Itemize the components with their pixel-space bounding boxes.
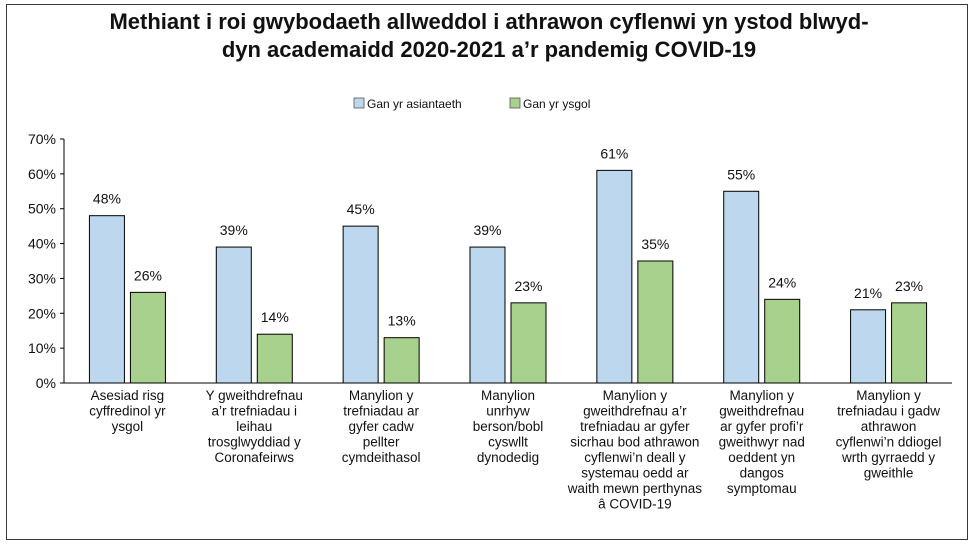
bar-agency-5 [596, 169, 633, 384]
x-tick-label: trefniadau ar gyfer [580, 419, 690, 434]
x-tick-label: trefniadau i gadw [837, 404, 940, 419]
x-tick-label: cyffredinol yr [89, 404, 166, 419]
chart-title: Methiant i roi gwybodaeth allweddol i at… [0, 8, 978, 64]
data-label: 23% [895, 278, 923, 294]
x-tick-label: cyswllt [488, 435, 528, 450]
x-tick-label: trosglwyddiad y [208, 435, 301, 450]
bar-school-4 [510, 302, 547, 384]
y-tick-label: 40% [28, 236, 56, 252]
legend-swatch-1 [353, 97, 365, 109]
bar-agency-6 [723, 190, 760, 384]
x-tick-label: cyflenwi’n ddiogel [836, 435, 942, 450]
x-tick-label: dangos [740, 466, 785, 481]
x-tick-label: ysgol [112, 419, 144, 434]
data-label: 23% [514, 278, 542, 294]
x-tick-label: Manylion y [729, 388, 794, 403]
data-label: 24% [768, 274, 796, 290]
data-label: 39% [473, 222, 501, 238]
x-tick-label: a’r trefniadau i [212, 404, 298, 419]
y-tick-label: 60% [28, 166, 56, 182]
legend-label-2: Gan yr ysgol [523, 97, 590, 111]
x-tick-label: Manylion y [603, 388, 668, 403]
y-tick-label: 70% [28, 131, 56, 147]
x-tick-label: Coronafeirws [215, 450, 295, 465]
data-label: 55% [727, 166, 755, 182]
x-tick-label: Manylion y [349, 388, 414, 403]
x-tick-label: symptomau [727, 481, 797, 496]
y-tick-label: 0% [36, 375, 56, 391]
x-tick-label: gyfer cadw [349, 419, 415, 434]
data-label: 48% [93, 191, 121, 207]
x-tick-label: â COVID-19 [598, 497, 672, 512]
y-tick-label: 10% [28, 340, 56, 356]
bar-agency-4 [469, 246, 506, 384]
x-tick-label: waith mewn perthynas [567, 481, 703, 496]
bar-agency-2 [215, 246, 252, 384]
chart-title-line-1: Methiant i roi gwybodaeth allweddol i at… [109, 9, 869, 34]
x-tick-label: gweithwyr nad [719, 435, 805, 450]
bar-school-3 [383, 337, 420, 384]
legend-label-1: Gan yr asiantaeth [367, 97, 462, 111]
x-tick-label: berson/bobl [473, 419, 544, 434]
bar-school-7 [891, 302, 928, 384]
x-tick-label: systemau oedd ar [581, 466, 689, 481]
x-tick-label: gweithdrefnau a’r [583, 404, 687, 419]
bar-agency-1 [88, 215, 125, 384]
x-tick-label: athrawon [861, 419, 917, 434]
bar-agency-7 [850, 309, 887, 384]
x-tick-label: unrhyw [486, 404, 530, 419]
x-tick-label: Asesiad risg [91, 388, 165, 403]
data-label: 61% [600, 145, 628, 161]
bar-school-5 [637, 260, 674, 384]
y-tick-label: 30% [28, 270, 56, 286]
x-tick-label: pellter [363, 435, 400, 450]
data-label: 26% [134, 267, 162, 283]
data-label: 39% [220, 222, 248, 238]
bar-school-2 [256, 333, 293, 384]
bar-school-6 [764, 298, 801, 384]
x-tick-label: gweithdrefnau [719, 404, 804, 419]
data-label: 35% [641, 236, 669, 252]
x-tick-label: trefniadau ar [343, 404, 419, 419]
x-tick-label: sicrhau bod athrawon [570, 435, 699, 450]
data-label: 14% [261, 309, 289, 325]
x-tick-label: oeddent yn [728, 450, 795, 465]
y-tick-label: 20% [28, 305, 56, 321]
bar-agency-3 [342, 225, 379, 384]
x-tick-label: dynodedig [477, 450, 539, 465]
x-tick-label: wrth gyrraedd y [841, 450, 935, 465]
x-tick-label: ar gyfer profi’r [720, 419, 804, 434]
x-tick-label: leihau [236, 419, 272, 434]
x-tick-label: cymdeithasol [342, 450, 421, 465]
bar-school-1 [129, 291, 166, 384]
chart-title-line-2: dyn academaidd 2020-2021 a’r pandemig CO… [221, 37, 757, 62]
data-label: 21% [854, 285, 882, 301]
x-tick-label: Manylion y [856, 388, 921, 403]
x-tick-label: gweithle [864, 466, 914, 481]
x-tick-label: Manylion [481, 388, 535, 403]
data-label: 13% [388, 313, 416, 329]
x-tick-label: cyflenwi’n deall y [584, 450, 686, 465]
legend-swatch-2 [509, 97, 521, 109]
y-tick-label: 50% [28, 201, 56, 217]
data-label: 45% [347, 201, 375, 217]
x-tick-label: Y gweithdrefnau [206, 388, 303, 403]
